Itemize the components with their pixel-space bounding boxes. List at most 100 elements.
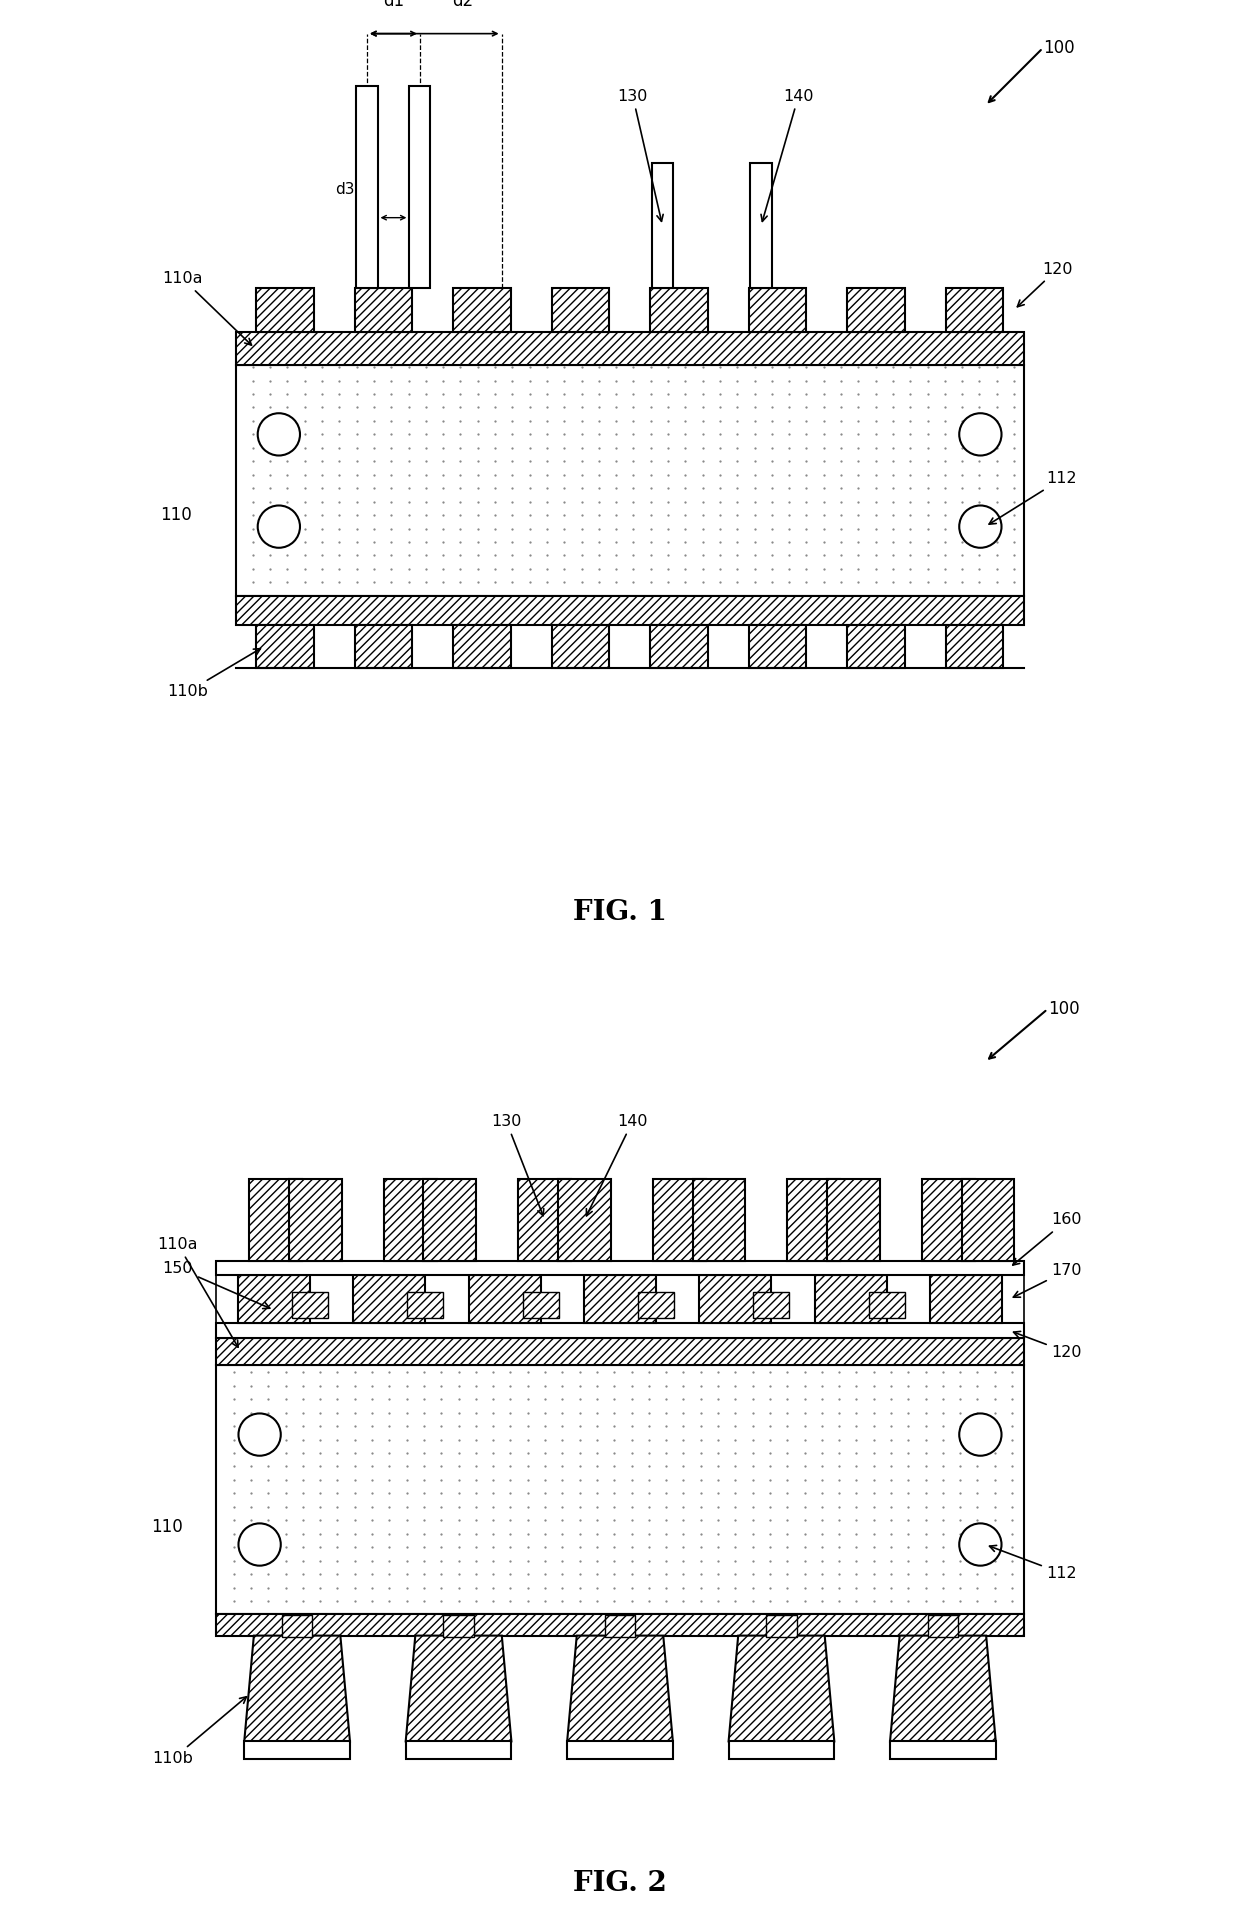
Bar <box>408 1292 444 1318</box>
Text: d3: d3 <box>335 181 355 196</box>
Text: 112: 112 <box>990 1545 1078 1582</box>
Bar <box>216 1261 1023 1276</box>
Text: 110: 110 <box>161 505 192 525</box>
Bar <box>693 1178 745 1261</box>
Polygon shape <box>405 1636 511 1741</box>
Bar <box>584 1276 656 1322</box>
Bar <box>293 1292 329 1318</box>
Bar <box>787 1178 841 1261</box>
Bar <box>249 1178 303 1261</box>
Text: 120: 120 <box>1013 1332 1083 1359</box>
Bar <box>928 1614 959 1636</box>
Bar <box>236 596 1024 625</box>
Bar <box>930 1276 1002 1322</box>
Bar <box>653 1178 706 1261</box>
Bar <box>289 1178 342 1261</box>
Circle shape <box>258 505 300 548</box>
Text: 110b: 110b <box>153 1697 247 1766</box>
Polygon shape <box>890 1636 996 1741</box>
Circle shape <box>960 1524 1002 1566</box>
Bar <box>869 1292 905 1318</box>
Bar <box>518 1178 572 1261</box>
Text: 112: 112 <box>990 471 1078 525</box>
Bar <box>236 331 1024 365</box>
Bar <box>847 288 905 331</box>
Text: 160: 160 <box>1013 1213 1083 1265</box>
Circle shape <box>960 413 1002 456</box>
Bar <box>766 1614 796 1636</box>
Text: 140: 140 <box>587 1115 647 1217</box>
Bar <box>216 1365 1023 1614</box>
Bar <box>639 1292 675 1318</box>
Text: 100: 100 <box>1043 38 1075 58</box>
Bar <box>552 625 609 667</box>
Text: d4: d4 <box>412 181 430 196</box>
Text: FIG. 1: FIG. 1 <box>573 899 667 926</box>
Bar <box>962 1178 1014 1261</box>
Bar <box>405 1741 511 1759</box>
Bar <box>567 1741 673 1759</box>
Bar <box>353 1276 425 1322</box>
Text: 150: 150 <box>162 1261 270 1309</box>
Bar <box>750 163 771 288</box>
Bar <box>558 1178 611 1261</box>
Bar <box>827 1178 880 1261</box>
Bar <box>699 1276 771 1322</box>
Text: 140: 140 <box>761 88 813 221</box>
Bar <box>453 625 511 667</box>
Bar <box>356 86 378 288</box>
Polygon shape <box>244 1636 350 1741</box>
Bar <box>444 1614 474 1636</box>
Bar <box>749 288 806 331</box>
Circle shape <box>258 413 300 456</box>
Bar <box>650 288 708 331</box>
Circle shape <box>238 1524 280 1566</box>
Text: d2: d2 <box>453 0 474 10</box>
Text: 110: 110 <box>151 1518 182 1536</box>
Circle shape <box>960 1413 1002 1455</box>
Bar <box>216 1338 1023 1365</box>
Bar <box>216 1276 1023 1322</box>
Bar <box>384 1178 436 1261</box>
Polygon shape <box>729 1636 835 1741</box>
Bar <box>244 1741 350 1759</box>
Bar <box>923 1178 975 1261</box>
Bar <box>424 1178 476 1261</box>
Bar <box>255 288 314 331</box>
Bar <box>409 86 430 288</box>
Text: 110a: 110a <box>162 271 252 346</box>
Circle shape <box>960 505 1002 548</box>
Text: 170: 170 <box>1013 1263 1083 1297</box>
Bar <box>453 288 511 331</box>
Bar <box>355 625 412 667</box>
Circle shape <box>238 1413 280 1455</box>
Bar <box>749 625 806 667</box>
Text: FIG. 2: FIG. 2 <box>573 1870 667 1897</box>
Bar <box>946 625 1003 667</box>
Bar <box>946 288 1003 331</box>
Bar <box>552 288 609 331</box>
Bar <box>605 1614 635 1636</box>
Bar <box>890 1741 996 1759</box>
Bar <box>355 288 412 331</box>
Bar <box>216 1614 1023 1636</box>
Bar <box>650 625 708 667</box>
Bar <box>523 1292 559 1318</box>
Bar <box>754 1292 790 1318</box>
Text: 120: 120 <box>1017 261 1073 308</box>
Text: 110b: 110b <box>167 648 260 700</box>
Bar <box>729 1741 835 1759</box>
Bar <box>469 1276 541 1322</box>
Bar <box>815 1276 887 1322</box>
Bar <box>847 625 905 667</box>
Bar <box>216 1322 1023 1338</box>
Text: 130: 130 <box>618 88 663 221</box>
Bar <box>281 1614 312 1636</box>
Bar <box>652 163 673 288</box>
Bar <box>236 365 1024 596</box>
Text: 100: 100 <box>1048 999 1079 1019</box>
Polygon shape <box>567 1636 673 1741</box>
Bar <box>255 625 314 667</box>
Text: 130: 130 <box>491 1115 544 1215</box>
Bar <box>238 1276 310 1322</box>
